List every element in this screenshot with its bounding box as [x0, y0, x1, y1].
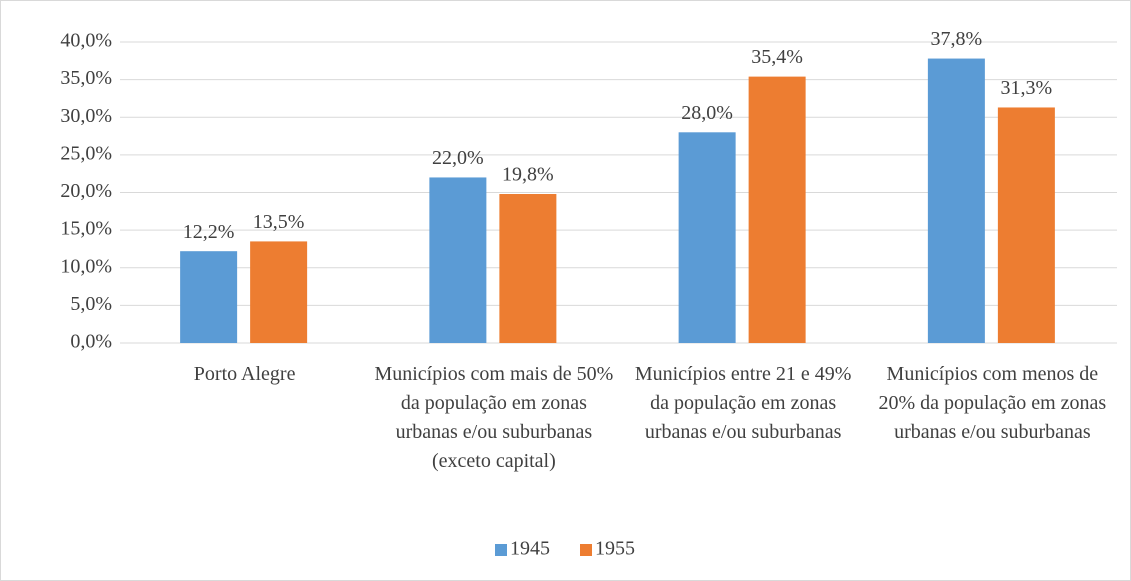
bar [250, 241, 308, 343]
y-tick-label: 30,0% [60, 105, 112, 127]
legend-label: 1955 [595, 538, 635, 560]
bar [748, 76, 806, 344]
legend-label: 1945 [510, 538, 550, 560]
x-tick-label: Municípios com mais de 50% da população … [374, 363, 614, 472]
y-tick-label: 25,0% [60, 142, 112, 164]
x-tick-label: Municípios com menos de 20% da população… [878, 363, 1107, 443]
y-tick-label: 35,0% [60, 67, 112, 89]
data-label: 22,0% [432, 147, 484, 169]
y-tick-label: 5,0% [70, 293, 112, 315]
y-tick-label: 0,0% [70, 331, 112, 353]
data-label: 13,5% [253, 211, 305, 233]
bar [180, 251, 238, 343]
data-label: 37,8% [931, 28, 983, 50]
legend-swatch [495, 544, 507, 556]
data-label: 19,8% [502, 164, 554, 186]
y-tick-label: 10,0% [60, 255, 112, 277]
data-label: 28,0% [681, 102, 733, 124]
legend-swatch [580, 544, 592, 556]
y-tick-label: 15,0% [60, 218, 112, 240]
data-label: 31,3% [1001, 77, 1053, 99]
bar [678, 132, 736, 343]
bar [499, 194, 557, 343]
bar [997, 107, 1055, 343]
bar [927, 58, 985, 344]
data-label: 35,4% [751, 46, 803, 68]
x-tick-label: Porto Alegre [193, 363, 296, 385]
data-label: 12,2% [183, 221, 235, 243]
y-tick-label: 20,0% [60, 180, 112, 202]
y-tick-label: 40,0% [60, 30, 112, 52]
x-tick-label: Municípios entre 21 e 49% da população e… [634, 363, 852, 443]
bar [429, 177, 487, 343]
